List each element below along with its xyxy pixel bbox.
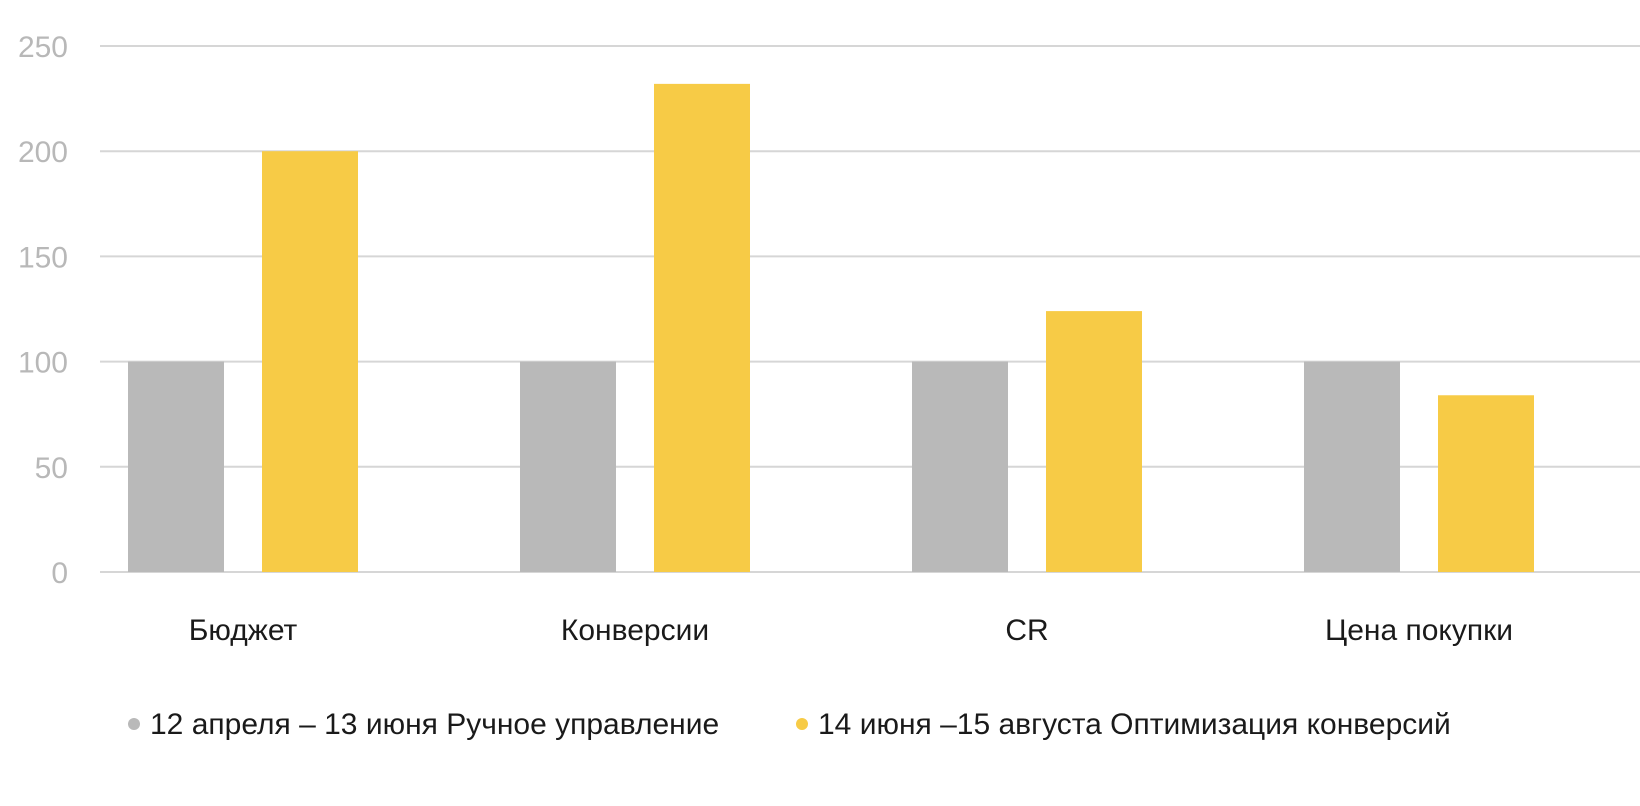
bar-optimization-1	[654, 83, 750, 572]
bar-manual-1	[520, 361, 616, 572]
y-tick-label: 250	[18, 31, 68, 64]
bar-optimization-2	[1046, 311, 1142, 572]
y-tick-label: 100	[18, 347, 68, 380]
category-label: Цена покупки	[1325, 614, 1513, 647]
x-axis-categories: Бюджет Конверсии CR Цена покупки	[189, 614, 1513, 647]
legend-swatch-0	[128, 718, 140, 730]
bar-manual-0	[128, 361, 224, 572]
category-label: Бюджет	[189, 614, 298, 647]
bar-optimization-0	[262, 151, 358, 572]
legend-swatch-1	[796, 718, 808, 730]
y-axis-ticks: 0 50 100 150 200 250	[18, 31, 68, 590]
legend-label-0: 12 апреля – 13 июня Ручное управление	[150, 708, 719, 741]
bars	[128, 83, 1534, 572]
y-tick-label: 0	[51, 557, 68, 590]
category-label: CR	[1005, 614, 1048, 647]
y-tick-label: 200	[18, 136, 68, 169]
bar-optimization-3	[1438, 395, 1534, 572]
legend: 12 апреля – 13 июня Ручное управление 14 …	[128, 708, 1451, 741]
y-tick-label: 50	[35, 452, 68, 485]
bar-manual-2	[912, 361, 1008, 572]
bar-manual-3	[1304, 361, 1400, 572]
category-label: Конверсии	[561, 614, 709, 647]
legend-label-1: 14 июня –15 августа Оптимизация конверси…	[818, 708, 1451, 741]
y-tick-label: 150	[18, 241, 68, 274]
